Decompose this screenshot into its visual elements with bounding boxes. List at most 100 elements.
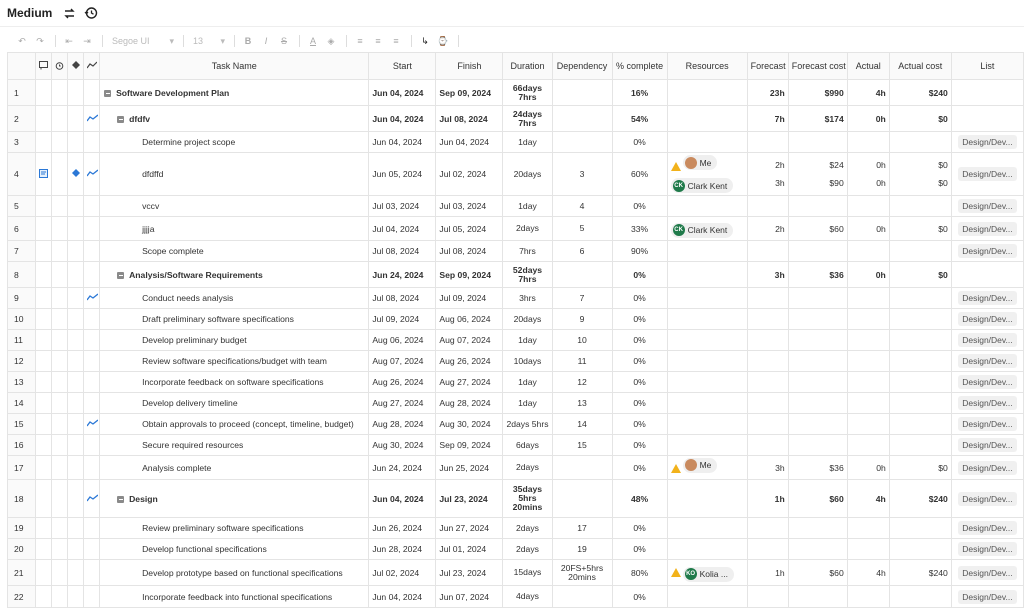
table-row[interactable]: 11 Develop preliminary budget Aug 06, 2024…	[6, 329, 1024, 351]
resources-cell[interactable]	[666, 371, 748, 393]
forecast-cost-cell[interactable]	[787, 308, 848, 330]
list-cell[interactable]: Design/Dev...	[950, 371, 1024, 393]
resources-cell[interactable]: KO Kolia ...	[666, 559, 748, 586]
resources-cell[interactable]: Me	[666, 455, 748, 480]
collapse-icon[interactable]	[117, 271, 125, 279]
start-cell[interactable]: Jun 04, 2024	[368, 585, 437, 608]
actual-cell[interactable]	[846, 371, 890, 393]
actual-cost-cell[interactable]	[888, 131, 952, 153]
alarm-cell[interactable]	[51, 240, 69, 262]
forecast-cost-cell[interactable]	[787, 350, 848, 372]
list-chip[interactable]: Design/Dev...	[958, 354, 1017, 368]
table-row[interactable]: 18 Design Jun 04, 2024 Jul 23, 2024 35days 5…	[6, 479, 1024, 518]
list-cell[interactable]: Design/Dev...	[950, 287, 1024, 309]
dependency-cell[interactable]	[551, 585, 613, 608]
list-cell[interactable]	[950, 105, 1024, 132]
list-chip[interactable]: Design/Dev...	[958, 135, 1017, 149]
actual-cell[interactable]: 0h	[846, 216, 890, 241]
percent-cell[interactable]: 60%	[611, 152, 668, 196]
swap-icon[interactable]	[62, 6, 77, 21]
col-resources[interactable]: Resources	[666, 52, 748, 80]
duration-cell[interactable]: 1day	[502, 392, 553, 414]
resource-pill[interactable]: Me	[682, 155, 718, 170]
resources-cell[interactable]	[666, 79, 748, 106]
dependency-cell[interactable]: 17	[551, 517, 613, 539]
percent-cell[interactable]: 80%	[611, 559, 668, 586]
forecast-cost-cell[interactable]: $990	[787, 79, 848, 106]
alarm-cell[interactable]	[51, 538, 69, 560]
col-task-name[interactable]: Task Name	[99, 52, 370, 80]
trend-cell[interactable]	[83, 392, 101, 414]
duration-cell[interactable]: 20days	[502, 308, 553, 330]
forecast-cost-cell[interactable]: $36	[787, 261, 848, 288]
duration-cell[interactable]: 2days	[502, 455, 553, 480]
note-cell[interactable]	[35, 240, 53, 262]
note-cell[interactable]	[35, 585, 53, 608]
table-row[interactable]: 14 Develop delivery timeline Aug 27, 2024 A…	[6, 392, 1024, 414]
duration-cell[interactable]: 4days	[502, 585, 553, 608]
finish-cell[interactable]: Aug 26, 2024	[435, 350, 504, 372]
resources-cell[interactable]	[666, 240, 748, 262]
col-duration[interactable]: Duration	[502, 52, 553, 80]
list-cell[interactable]: Design/Dev...	[950, 538, 1024, 560]
actual-cell[interactable]	[846, 131, 890, 153]
resources-cell[interactable]	[666, 517, 748, 539]
task-name-cell[interactable]: Incorporate feedback on software specifi…	[99, 371, 370, 393]
note-cell[interactable]	[35, 413, 53, 435]
start-cell[interactable]: Jul 08, 2024	[368, 287, 437, 309]
alarm-cell[interactable]	[51, 308, 69, 330]
note-cell[interactable]	[35, 79, 53, 106]
task-name-cell[interactable]: Develop delivery timeline	[99, 392, 370, 414]
trend-icon[interactable]	[83, 52, 101, 80]
table-row[interactable]: 3 Determine project scope Jun 04, 2024 Jun …	[6, 131, 1024, 153]
actual-cell[interactable]: 4h	[846, 79, 890, 106]
alarm-cell[interactable]	[51, 371, 69, 393]
table-row[interactable]: 13 Incorporate feedback on software speci…	[6, 371, 1024, 393]
alarm-cell[interactable]	[51, 195, 69, 217]
forecast-cell[interactable]: 2h 3h	[746, 152, 789, 196]
actual-cost-cell[interactable]: $0	[888, 455, 952, 480]
finish-cell[interactable]: Jun 25, 2024	[435, 455, 504, 480]
trend-cell[interactable]	[83, 479, 101, 518]
list-chip[interactable]: Design/Dev...	[958, 244, 1017, 258]
finish-cell[interactable]: Aug 27, 2024	[435, 371, 504, 393]
forecast-cell[interactable]	[746, 371, 789, 393]
start-cell[interactable]: Jun 24, 2024	[368, 261, 437, 288]
task-name-cell[interactable]: Analysis complete	[99, 455, 370, 480]
duration-cell[interactable]: 35days 5hrs 20mins	[502, 479, 553, 518]
finish-cell[interactable]: Sep 09, 2024	[435, 261, 504, 288]
actual-cost-cell[interactable]	[888, 538, 952, 560]
percent-cell[interactable]: 0%	[611, 131, 668, 153]
task-name-cell[interactable]: dfdfv	[99, 105, 370, 132]
start-cell[interactable]: Aug 26, 2024	[368, 371, 437, 393]
task-name-cell[interactable]: Develop preliminary budget	[99, 329, 370, 351]
forecast-cell[interactable]	[746, 517, 789, 539]
finish-cell[interactable]: Jun 07, 2024	[435, 585, 504, 608]
list-cell[interactable]: Design/Dev...	[950, 308, 1024, 330]
note-cell[interactable]	[35, 261, 53, 288]
dependency-cell[interactable]: 20FS+5hrs 20mins	[551, 559, 613, 586]
alarm-cell[interactable]	[51, 131, 69, 153]
finish-cell[interactable]: Jul 23, 2024	[435, 479, 504, 518]
duration-cell[interactable]: 1day	[502, 329, 553, 351]
percent-cell[interactable]: 0%	[611, 329, 668, 351]
actual-cost-cell[interactable]	[888, 434, 952, 456]
finish-cell[interactable]: Jul 23, 2024	[435, 559, 504, 586]
duration-cell[interactable]: 1day	[502, 371, 553, 393]
task-name-cell[interactable]: Secure required resources	[99, 434, 370, 456]
finish-cell[interactable]: Jul 09, 2024	[435, 287, 504, 309]
dependency-cell[interactable]: 9	[551, 308, 613, 330]
alarm-cell[interactable]	[51, 350, 69, 372]
task-name-cell[interactable]: Incorporate feedback into functional spe…	[99, 585, 370, 608]
list-cell[interactable]: Design/Dev...	[950, 240, 1024, 262]
trend-cell[interactable]	[83, 538, 101, 560]
col-actual[interactable]: Actual	[846, 52, 890, 80]
note-cell[interactable]	[35, 308, 53, 330]
percent-cell[interactable]: 0%	[611, 350, 668, 372]
percent-cell[interactable]: 0%	[611, 195, 668, 217]
forecast-cell[interactable]	[746, 287, 789, 309]
actual-cell[interactable]: 0h 0h	[846, 152, 890, 196]
duration-cell[interactable]: 2days 5hrs	[502, 413, 553, 435]
forecast-cost-cell[interactable]	[787, 131, 848, 153]
list-chip[interactable]: Design/Dev...	[958, 333, 1017, 347]
